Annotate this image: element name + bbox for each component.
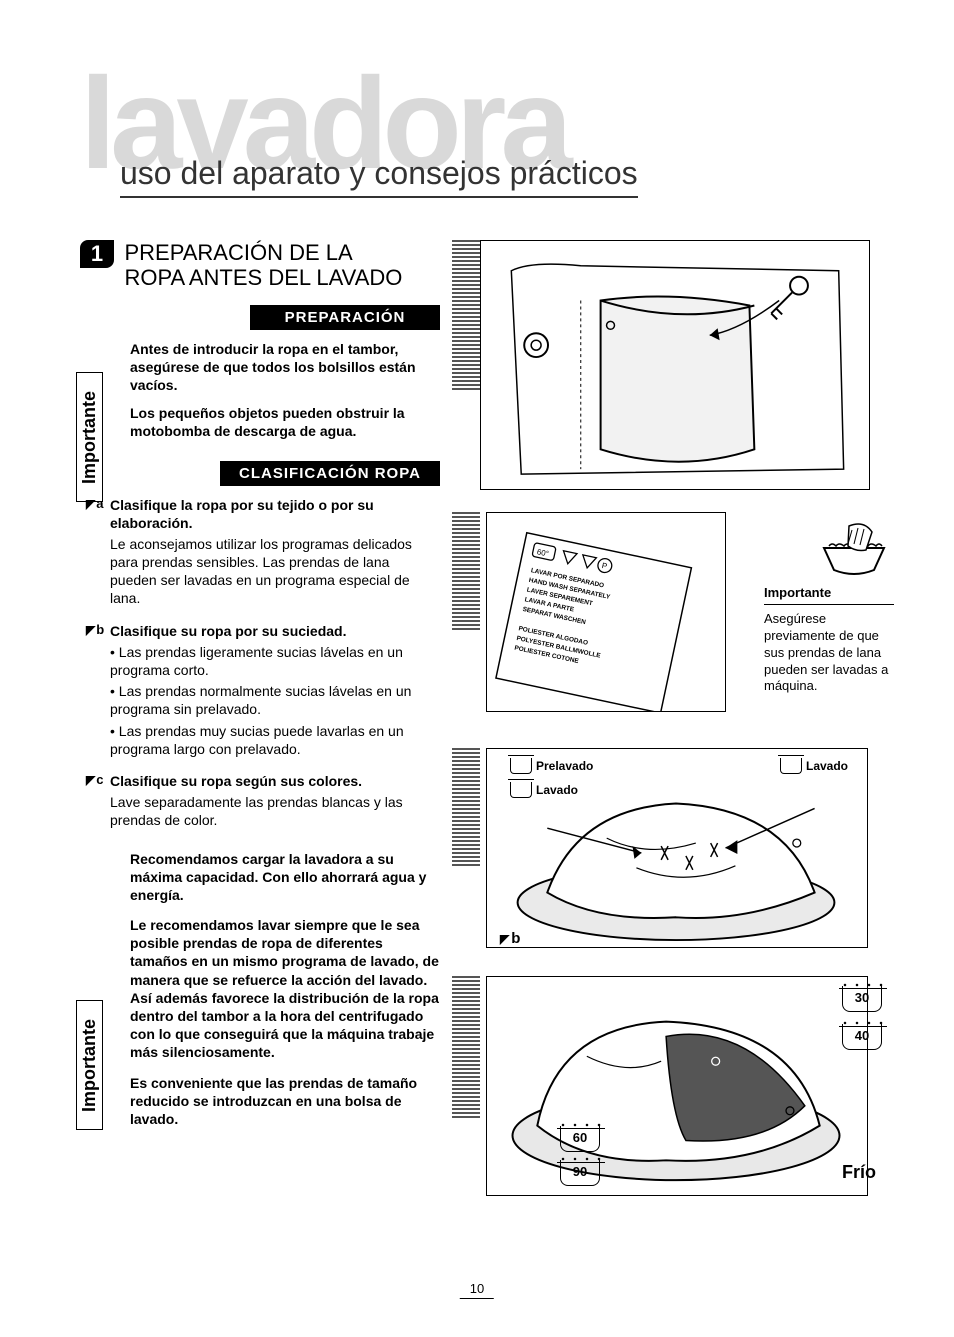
section-number: 1 [80, 240, 114, 268]
importante-header: Importante [764, 585, 894, 605]
reco-3: Es conveniente que las prendas de tamaño… [130, 1074, 440, 1129]
reco-2: Le recomendamos lavar siempre que le sea… [130, 916, 440, 1062]
temp-60: 60 [560, 1126, 600, 1152]
item-b-l1: • Las prendas ligeramente sucias lávelas… [110, 643, 440, 679]
item-b: b Clasifique su ropa por su suciedad. • … [86, 622, 440, 758]
prep-paragraph-1: Antes de introducir la ropa en el tambor… [130, 340, 440, 395]
item-b-l3: • Las prendas muy sucias puede lavarlas … [110, 722, 440, 758]
page-subtitle: uso del aparato y consejos prácticos [120, 155, 638, 198]
importante-sidebar-2: Importante [76, 1000, 103, 1130]
prewash-icon [510, 758, 532, 774]
item-c-marker: c [86, 772, 110, 830]
item-a-body: Le aconsejamos utilizar los programas de… [110, 535, 440, 608]
temp-90: 90 [560, 1160, 600, 1186]
prep-paragraph-2: Los pequeños objetos pueden obstruir la … [130, 404, 440, 440]
spiral-binding-icon: document.write(Array.from({length:30}).m… [452, 748, 480, 948]
item-c-body: Lave separadamente las prendas blancas y… [110, 793, 440, 829]
main-content: 1 PREPARACIÓN DE LA ROPA ANTES DEL LAVAD… [80, 240, 894, 1297]
illustration-colors [486, 976, 868, 1196]
spiral-binding-icon: document.write(Array.from({length:36}).m… [452, 976, 480, 1216]
banner-preparacion: PREPARACIÓN [250, 305, 440, 330]
item-c-title: Clasifique su ropa según sus colores. [110, 773, 362, 789]
spiral-binding-icon: document.write(Array.from({length:30}).m… [452, 512, 480, 712]
section-header: 1 PREPARACIÓN DE LA ROPA ANTES DEL LAVAD… [80, 240, 440, 291]
prelavado-label: Prelavado [510, 758, 593, 774]
item-b-title: Clasifique su ropa por su suciedad. [110, 623, 347, 639]
illustration-pocket [480, 240, 870, 490]
illus-b-marker: b [500, 930, 520, 947]
hand-wash-icon [814, 518, 894, 578]
item-b-l2: • Las prendas normalmente sucias lávelas… [110, 682, 440, 718]
wash-icon [510, 782, 532, 798]
wash-icon [780, 758, 802, 774]
item-c: c Clasifique su ropa según sus colores. … [86, 772, 440, 830]
temp-30: 30 [842, 986, 882, 1012]
left-column: 1 PREPARACIÓN DE LA ROPA ANTES DEL LAVAD… [80, 240, 440, 1297]
item-a-title: Clasifique la ropa por su tejido o por s… [110, 497, 374, 531]
lavado-label-1: Lavado [510, 782, 578, 798]
item-b-marker: b [86, 622, 110, 758]
temp-40: 40 [842, 1024, 882, 1050]
lavado-text: Lavado [536, 783, 578, 797]
frio-label: Frío [842, 1162, 876, 1183]
section-title: PREPARACIÓN DE LA ROPA ANTES DEL LAVADO [124, 240, 404, 291]
importante-sidebar-1: Importante [76, 372, 103, 502]
item-a: a Clasifique la ropa por su tejido o por… [86, 496, 440, 608]
banner-clasificacion: CLASIFICACIÓN ROPA [220, 461, 440, 486]
importante-text: Asegúrese previamente de que sus prendas… [764, 611, 894, 695]
importante-box: Importante Asegúrese previamente de que … [764, 585, 894, 695]
illustration-label: 60° P LAVAR POR SEPARADO HAND WASH SEPAR… [486, 512, 726, 712]
lavado2-text: Lavado [806, 759, 848, 773]
reco-1: Recomendamos cargar la lavadora a su máx… [130, 850, 440, 905]
illustration-dirt [486, 748, 868, 948]
prelavado-text: Prelavado [536, 759, 593, 773]
spiral-binding-icon: document.write(Array.from({length:38}).m… [452, 240, 480, 490]
item-a-marker: a [86, 496, 110, 608]
lavado-label-2: Lavado [780, 758, 848, 774]
right-column: document.write(Array.from({length:38}).m… [460, 240, 894, 1297]
